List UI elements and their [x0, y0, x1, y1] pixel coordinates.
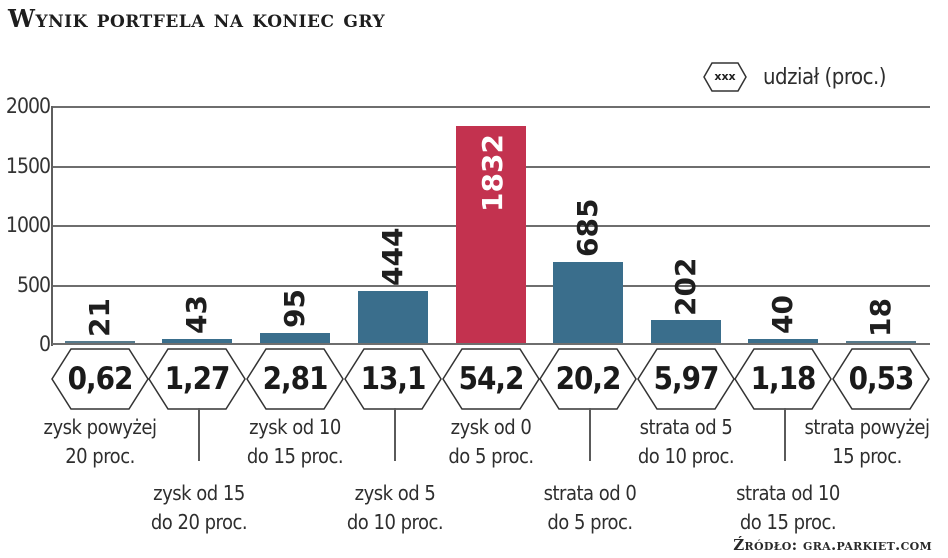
share-value-0: 0,62 [67, 361, 134, 397]
category-label-5: strata od 0 do 5 proc. [543, 481, 637, 534]
label-connector-3 [394, 408, 396, 461]
share-value-5: 20,2 [555, 361, 622, 397]
share-badge-0: 0,62 [51, 348, 149, 410]
category-label-2: zysk od 10 do 15 proc. [246, 415, 344, 468]
bar-0 [65, 341, 135, 344]
y-tick-1000: 1000 [5, 213, 51, 237]
category-label-1: zysk od 15 do 20 proc. [150, 481, 248, 534]
share-badge-2: 2,81 [246, 348, 344, 410]
share-value-1: 1,27 [164, 361, 231, 397]
bar-6 [651, 320, 721, 344]
legend-hexagon-icon: xxx [703, 62, 747, 92]
share-badge-7: 1,18 [734, 348, 832, 410]
chart-title: Wynik portfela na koniec gry [8, 4, 386, 33]
label-connector-1 [198, 408, 200, 461]
bar-value-7: 40 [766, 295, 799, 334]
legend-symbol-text: xxx [714, 70, 736, 83]
legend-label: udział (proc.) [763, 64, 886, 90]
bar-8 [846, 341, 916, 344]
y-axis-line [51, 106, 53, 346]
y-tick-2000: 2000 [5, 94, 51, 118]
share-value-8: 0,53 [848, 361, 915, 397]
label-connector-5 [589, 408, 591, 461]
share-value-6: 5,97 [653, 361, 720, 397]
bar-5 [553, 262, 623, 344]
bar-value-6: 202 [669, 257, 702, 316]
bar-2 [260, 333, 330, 344]
share-badge-1: 1,27 [148, 348, 246, 410]
x-axis-baseline [52, 343, 930, 345]
share-value-4: 54,2 [458, 361, 525, 397]
bar-value-8: 18 [864, 298, 897, 337]
share-badge-3: 13,1 [344, 348, 442, 410]
category-label-7: strata od 10 do 15 proc. [736, 481, 840, 534]
share-badge-6: 5,97 [637, 348, 735, 410]
bar-value-2: 95 [278, 289, 311, 328]
label-connector-7 [784, 408, 786, 461]
category-label-4: zysk od 0 do 5 proc. [448, 415, 534, 468]
category-label-0: zysk powyżej 20 proc. [43, 415, 157, 468]
category-label-6: strata od 5 do 10 proc. [637, 415, 735, 468]
share-value-7: 1,18 [750, 361, 817, 397]
share-badge-4: 54,2 [442, 348, 540, 410]
bar-4-highlight [456, 126, 526, 344]
legend: xxx udział (proc.) [703, 60, 886, 94]
y-tick-1500: 1500 [5, 154, 51, 178]
bar-value-1: 43 [180, 295, 213, 334]
share-value-3: 13,1 [360, 361, 427, 397]
bar-3 [358, 291, 428, 344]
bar-7 [748, 339, 818, 344]
source-credit: Źródło: gra.parkiet.com [733, 536, 932, 554]
bar-1 [162, 339, 232, 344]
bar-value-4: 1832 [476, 134, 509, 212]
share-value-2: 2,81 [262, 361, 329, 397]
bar-value-5: 685 [571, 198, 604, 257]
category-label-8: strata powyżej 15 proc. [804, 415, 930, 468]
category-label-3: zysk od 5 do 10 proc. [346, 481, 444, 534]
share-badge-5: 20,2 [539, 348, 637, 410]
gridline-2000 [52, 106, 930, 108]
bar-value-0: 21 [83, 298, 116, 337]
y-tick-0: 0 [38, 332, 51, 356]
bar-value-3: 444 [376, 227, 409, 286]
share-badge-8: 0,53 [832, 348, 930, 410]
y-tick-500: 500 [16, 273, 51, 297]
